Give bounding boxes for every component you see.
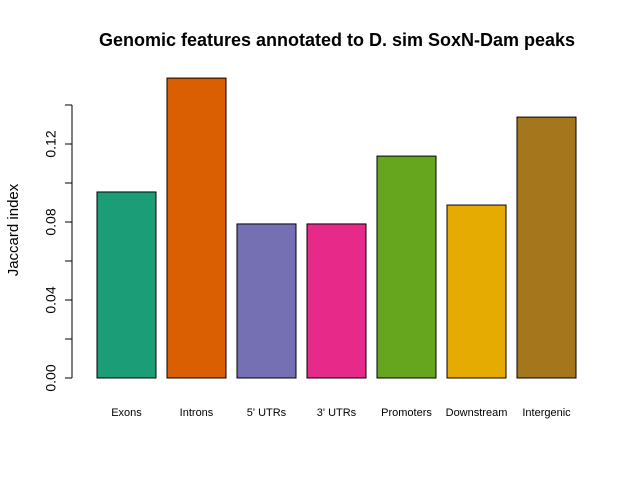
bar [166, 77, 227, 379]
x-tick-label: Promoters [381, 407, 432, 419]
y-tick-label: 0.08 [43, 208, 59, 235]
x-tick-label: Exons [111, 407, 142, 419]
bar [96, 191, 157, 379]
y-axis-label: Jaccard index [5, 183, 22, 276]
bar [446, 204, 507, 379]
x-tick-label: Intergenic [522, 407, 571, 419]
bar [306, 223, 367, 379]
x-tick-label: Downstream [446, 407, 508, 419]
x-tick-label: 5' UTRs [247, 407, 287, 419]
bar [376, 155, 437, 379]
y-tick-label: 0.04 [43, 286, 59, 313]
x-tick-label: Introns [180, 407, 214, 419]
bar [516, 116, 577, 379]
y-tick-label: 0.00 [43, 364, 59, 391]
chart-title: Genomic features annotated to D. sim Sox… [99, 30, 575, 50]
y-tick-label: 0.12 [43, 130, 59, 157]
x-tick-label: 3' UTRs [317, 407, 357, 419]
bar [236, 223, 297, 379]
